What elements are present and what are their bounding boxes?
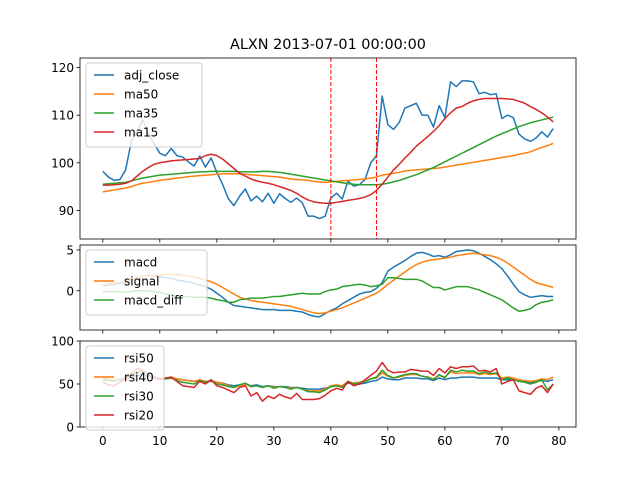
legend-label: signal bbox=[124, 275, 160, 289]
y-tick-label: 90 bbox=[59, 204, 74, 218]
x-tick-label: 50 bbox=[380, 434, 395, 448]
x-tick-label: 10 bbox=[152, 434, 167, 448]
legend-box bbox=[85, 249, 208, 316]
x-tick-label: 40 bbox=[323, 434, 338, 448]
legend-label: macd_diff bbox=[124, 294, 183, 308]
macd-panel: 0 5 macd signal macd_diff bbox=[66, 243, 577, 334]
x-tick-label: 80 bbox=[551, 434, 566, 448]
x-tick-label: 0 bbox=[99, 434, 107, 448]
x-tick-label: 20 bbox=[209, 434, 224, 448]
legend: adj_close ma50 ma35 ma15 bbox=[85, 62, 203, 148]
y-tick-label: 100 bbox=[51, 156, 74, 170]
y-tick-label: 110 bbox=[51, 109, 74, 123]
legend-box bbox=[85, 345, 165, 431]
series-line-ma15 bbox=[102, 97, 554, 205]
legend: rsi50 rsi40 rsi30 rsi20 bbox=[85, 345, 165, 431]
legend-label: adj_close bbox=[124, 69, 179, 83]
y-tick-label: 50 bbox=[59, 378, 74, 392]
series-line-ma50 bbox=[102, 142, 554, 193]
legend-label: rsi50 bbox=[124, 352, 154, 366]
legend-label: ma35 bbox=[124, 107, 158, 121]
axes-frame bbox=[79, 57, 577, 240]
legend-label: rsi40 bbox=[124, 371, 154, 385]
x-tick-label: 60 bbox=[437, 434, 452, 448]
plot-area bbox=[102, 58, 554, 239]
series-line-rsi20 bbox=[102, 361, 554, 402]
x-tick-label: 30 bbox=[266, 434, 281, 448]
y-tick-label: 100 bbox=[51, 335, 74, 349]
y-tick-label: 0 bbox=[66, 284, 74, 298]
legend-label: macd bbox=[124, 256, 157, 270]
chart-title: ALXN 2013-07-01 00:00:00 bbox=[230, 37, 426, 53]
series-line-rsi30 bbox=[102, 369, 554, 394]
series-line-adj_close bbox=[102, 80, 554, 220]
legend-label: ma15 bbox=[124, 126, 158, 140]
legend: macd signal macd_diff bbox=[85, 249, 208, 316]
y-tick-label: 120 bbox=[51, 61, 74, 75]
axes-frame bbox=[79, 244, 577, 331]
plot-area bbox=[102, 361, 554, 402]
y-tick-label: 5 bbox=[66, 243, 74, 257]
axes-frame bbox=[79, 340, 577, 428]
y-tick-label: 0 bbox=[66, 421, 74, 435]
legend-label: rsi20 bbox=[124, 409, 154, 423]
legend-label: ma50 bbox=[124, 88, 158, 102]
series-line-ma35 bbox=[102, 116, 554, 186]
x-tick-label: 70 bbox=[494, 434, 509, 448]
legend-box bbox=[85, 62, 203, 148]
price-panel: 90 100 110 120 adj_close ma50 ma35 ma15 bbox=[51, 57, 577, 243]
legend-label: rsi30 bbox=[124, 390, 154, 404]
